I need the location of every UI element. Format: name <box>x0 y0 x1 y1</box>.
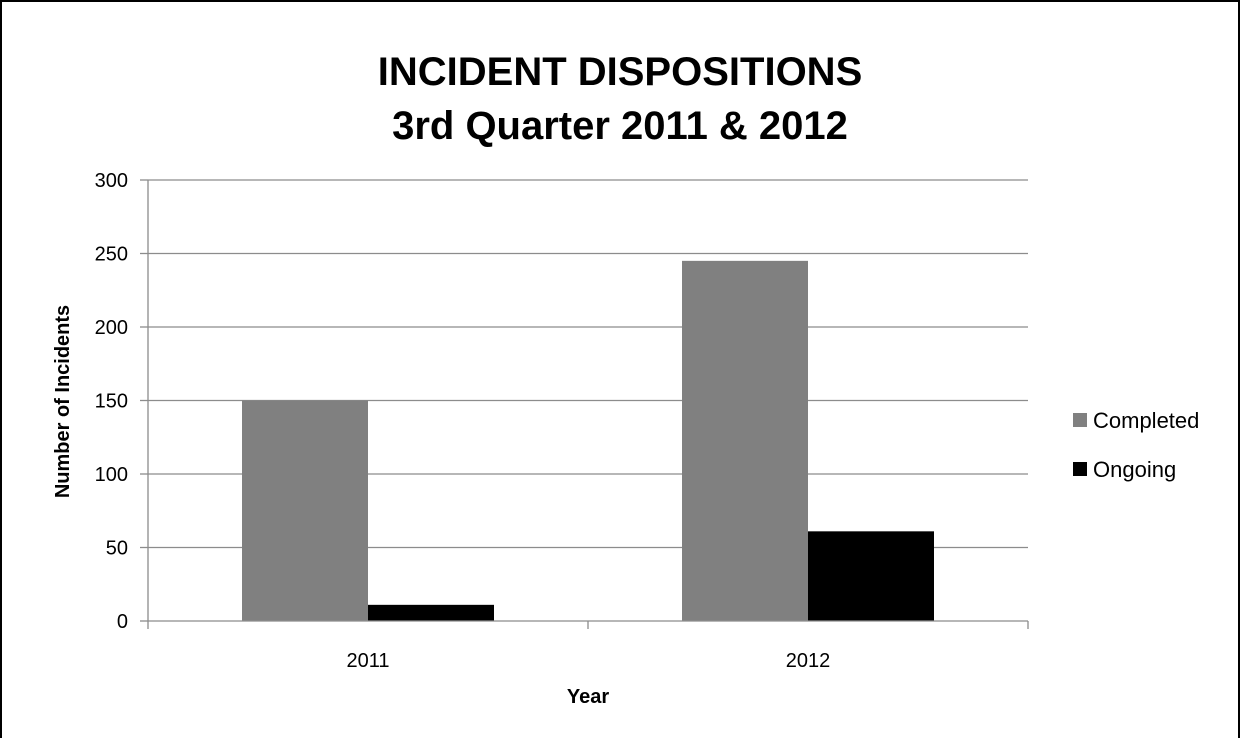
bar-completed-2012 <box>682 260 808 621</box>
legend: Completed Ongoing <box>1073 408 1199 482</box>
x-tick-label: 2011 <box>346 650 389 672</box>
y-axis-title: Number of Incidents <box>52 305 74 498</box>
legend-swatch-ongoing <box>1073 462 1087 476</box>
x-tick-labels: 2011 2012 <box>346 650 830 672</box>
axes <box>140 179 1029 629</box>
bar-ongoing-2011 <box>368 604 494 621</box>
y-tick-label: 300 <box>95 170 128 192</box>
x-tick-label: 2012 <box>786 650 831 672</box>
y-tick-labels: 0 50 100 150 200 250 300 <box>95 170 128 633</box>
y-tick-label: 0 <box>117 611 128 633</box>
bar-ongoing-2012 <box>808 531 934 621</box>
y-tick-label: 200 <box>95 317 128 339</box>
y-tick-label: 150 <box>95 391 128 413</box>
x-axis-title: Year <box>567 686 609 708</box>
y-tick-label: 100 <box>95 464 128 486</box>
y-tick-label: 250 <box>95 244 128 266</box>
bar-completed-2011 <box>242 400 368 621</box>
chart-title-line-2: 3rd Quarter 2011 & 2012 <box>392 104 848 148</box>
legend-swatch-completed <box>1073 413 1087 427</box>
legend-label-ongoing: Ongoing <box>1093 457 1176 482</box>
bars <box>242 260 934 621</box>
y-tick-label: 50 <box>106 538 128 560</box>
chart-title-line-1: INCIDENT DISPOSITIONS <box>377 50 863 94</box>
legend-label-completed: Completed <box>1093 408 1199 433</box>
